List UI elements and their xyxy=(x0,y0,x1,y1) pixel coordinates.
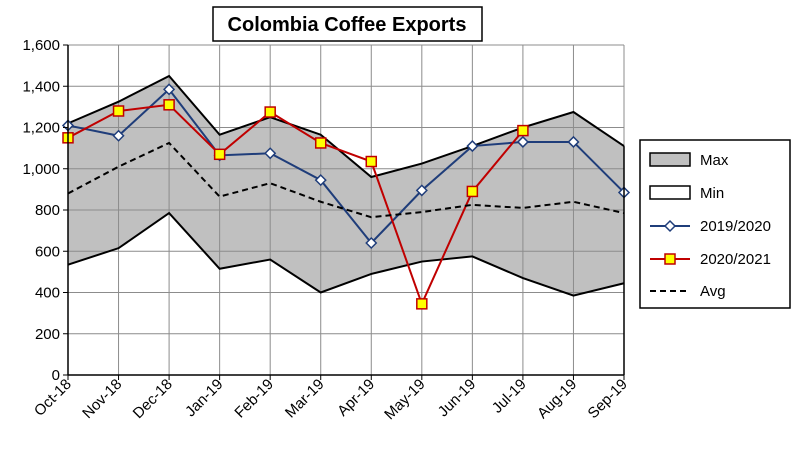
y-tick-label: 200 xyxy=(35,326,60,343)
series-line-min xyxy=(67,211,625,297)
x-tick-label: Nov-18 xyxy=(79,376,125,422)
y-tick-label: 600 xyxy=(35,243,60,260)
point-2020-2021 xyxy=(112,105,125,117)
legend-item-max: Max xyxy=(649,152,729,169)
x-tick-label: Sep-19 xyxy=(585,376,631,422)
y-tick-label: 1,200 xyxy=(22,120,60,137)
point-2020-2021 xyxy=(365,155,378,168)
series-markers xyxy=(61,83,631,310)
point-2020-2021 xyxy=(517,124,529,137)
point-2019-2020 xyxy=(163,83,176,96)
series-line-avg xyxy=(67,141,625,219)
series-line-max xyxy=(67,74,625,179)
legend-item-min: Min xyxy=(649,185,724,202)
y-axis-ticks: 0 200 400 600 800 1,000 1,200 1,400 1,600 xyxy=(22,37,68,384)
legend-label: Avg xyxy=(700,283,726,300)
legend-marker xyxy=(663,219,677,233)
legend-label: Max xyxy=(700,152,729,169)
point-2019-2020 xyxy=(415,184,428,197)
point-2020-2021 xyxy=(163,99,175,111)
point-2020-2021 xyxy=(213,148,226,161)
legend: Max Min 2019/2020 2020/2021 Avg xyxy=(639,139,791,309)
legend-item-2020-2021: 2020/2021 xyxy=(650,251,771,268)
y-tick-label: 1,400 xyxy=(22,78,60,95)
point-2019-2020 xyxy=(264,147,277,160)
y-tick-label: 0 xyxy=(52,367,60,384)
y-tick-label: 400 xyxy=(35,285,60,302)
point-2019-2020 xyxy=(365,236,378,250)
point-2020-2021 xyxy=(466,185,479,198)
legend-label: Min xyxy=(700,185,724,202)
point-2019-2020 xyxy=(112,129,125,142)
legend-label: 2019/2020 xyxy=(700,218,771,235)
y-tick-label: 1,000 xyxy=(22,161,60,178)
point-2020-2021 xyxy=(264,106,276,118)
legend-swatch xyxy=(649,152,691,167)
y-tick-label: 800 xyxy=(35,202,60,219)
legend-item-avg: Avg xyxy=(650,283,726,300)
y-tick-label: 1,600 xyxy=(22,37,60,54)
x-tick-label: Jan-19 xyxy=(182,376,226,420)
series-line-2019-2020 xyxy=(67,87,625,245)
x-tick-label: Apr-19 xyxy=(334,376,378,420)
area-min xyxy=(68,213,624,375)
legend-swatch xyxy=(649,185,691,200)
legend-item-2019-2020: 2019/2020 xyxy=(650,218,771,235)
point-2019-2020 xyxy=(516,135,529,148)
x-tick-label: Mar-19 xyxy=(282,376,328,422)
area-series xyxy=(68,75,624,375)
x-tick-label: Dec-18 xyxy=(130,376,176,422)
point-2020-2021 xyxy=(314,137,327,149)
x-tick-label: Jun-19 xyxy=(435,376,479,420)
x-tick-label: Jul-19 xyxy=(489,376,530,417)
point-2019-2020 xyxy=(567,135,580,148)
x-tick-label: Aug-19 xyxy=(534,376,580,422)
x-axis-ticks: Oct-18 Nov-18 Dec-18 Jan-19 Feb-19 Mar-19 Apr-… xyxy=(31,375,631,423)
chart-title: Colombia Coffee Exports xyxy=(228,14,467,36)
chart-title-box: Colombia Coffee Exports xyxy=(212,6,483,42)
x-tick-label: Feb-19 xyxy=(231,376,277,422)
point-2019-2020 xyxy=(466,140,479,153)
series-line-2020-2021 xyxy=(67,103,524,307)
point-2020-2021 xyxy=(416,298,428,310)
x-tick-label: May-19 xyxy=(381,376,428,423)
legend-marker xyxy=(664,253,676,265)
point-2019-2020 xyxy=(314,174,327,187)
legend-label: 2020/2021 xyxy=(700,251,771,268)
line-series xyxy=(67,74,625,307)
